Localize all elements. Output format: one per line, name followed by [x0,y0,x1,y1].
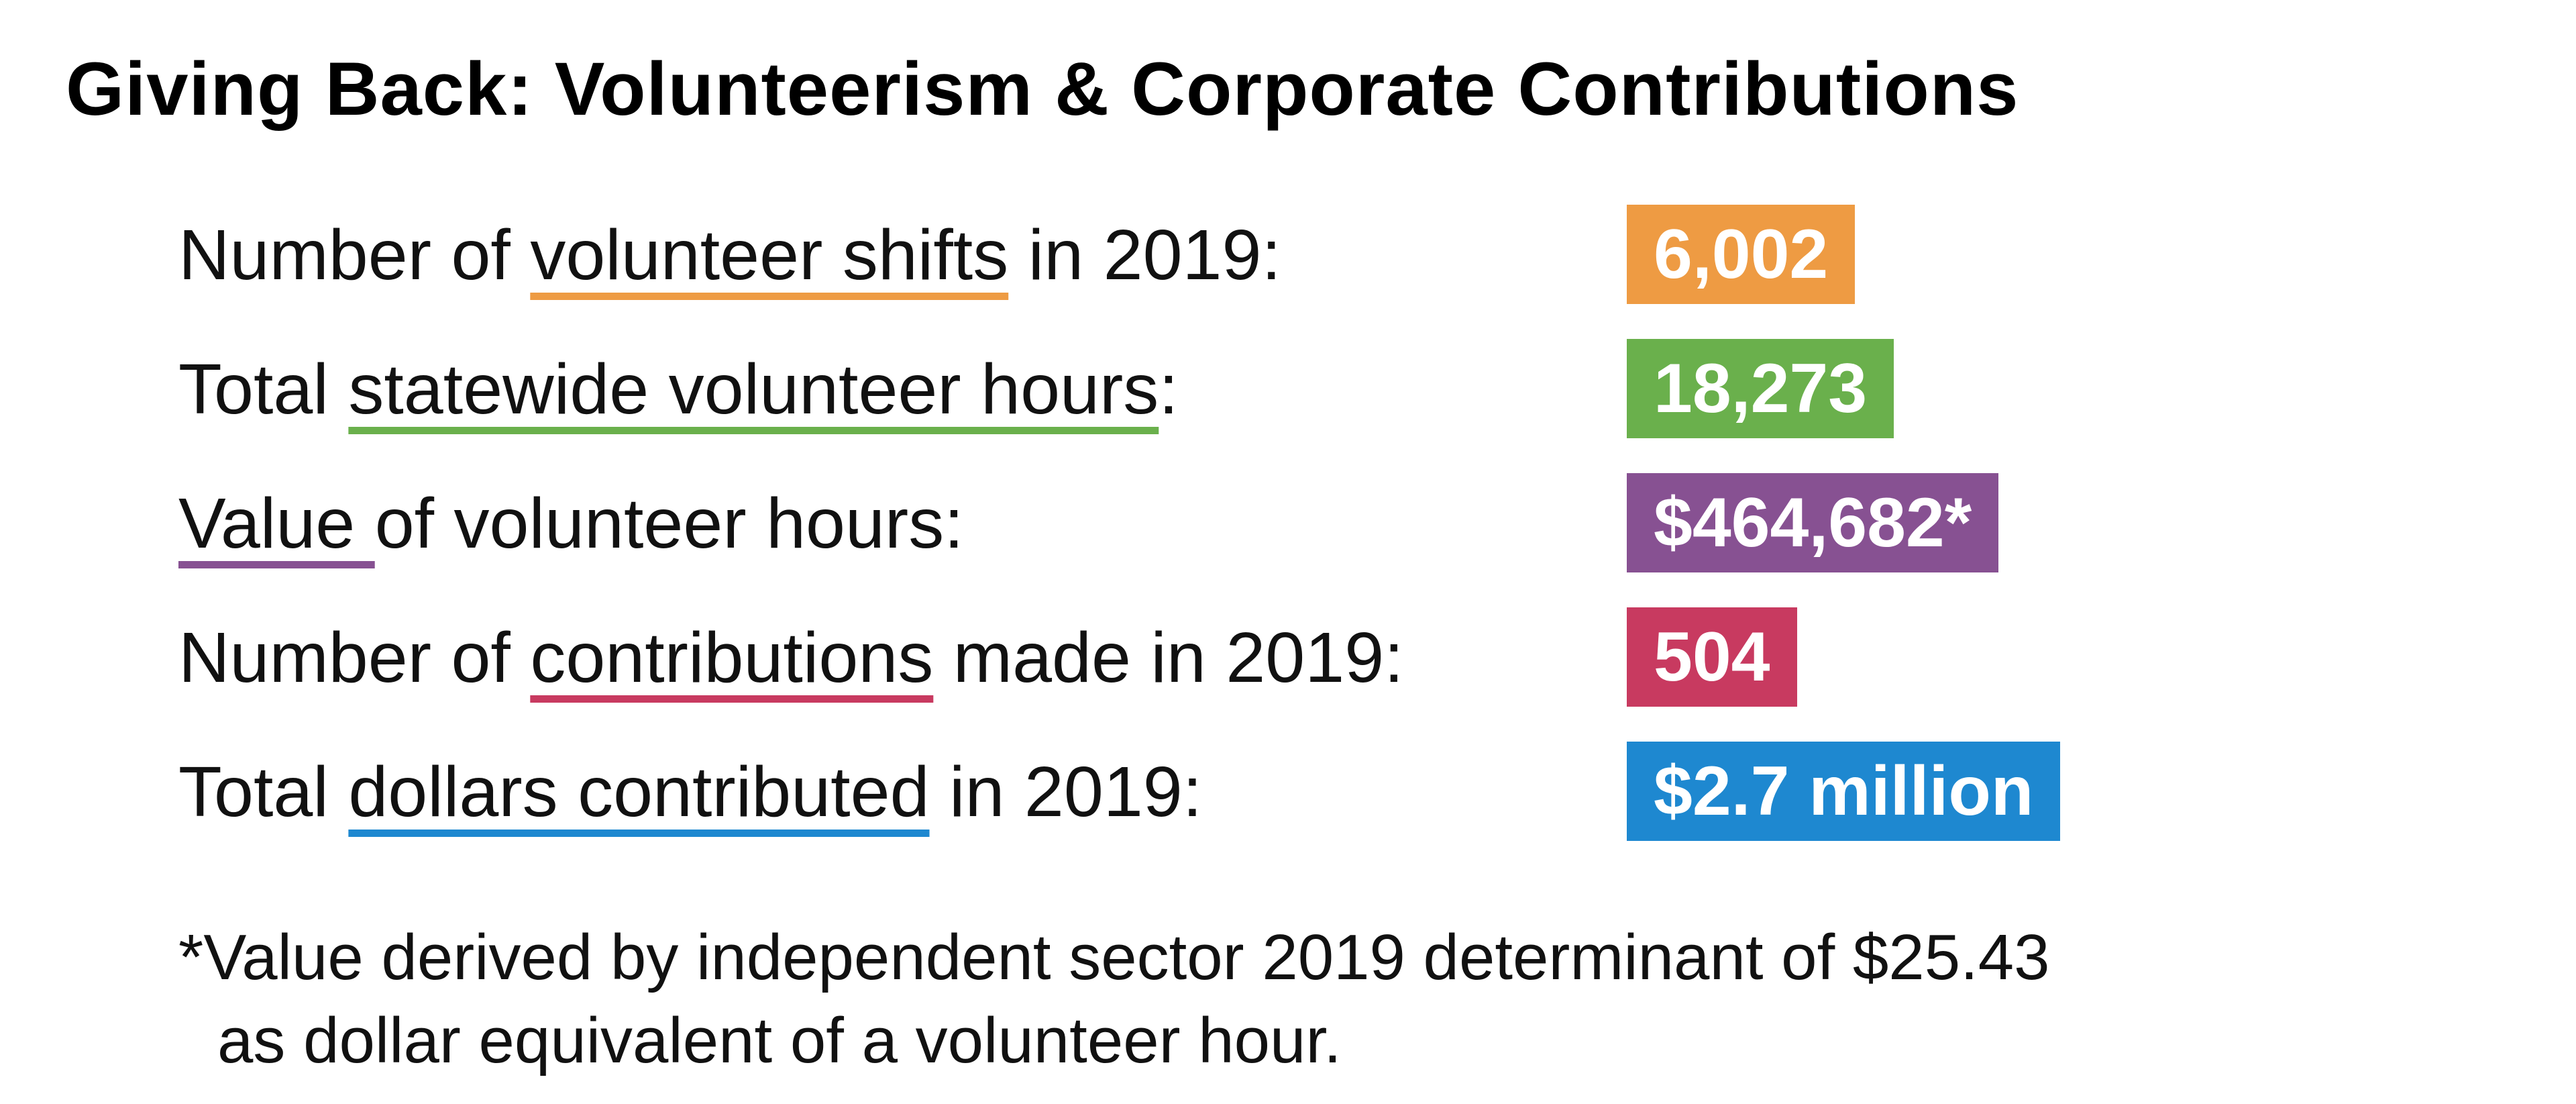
stat-label-prefix: Total [178,350,349,429]
stat-label-suffix: in 2019: [929,752,1203,832]
stat-value-badge: $464,682* [1627,473,1999,572]
stat-value-badge: 6,002 [1627,205,1856,304]
stat-value-badge: 504 [1627,607,1797,707]
stat-label-highlight: dollars contributed [348,752,930,832]
stat-label-suffix: of volunteer hours: [374,484,964,563]
stat-label-highlight: statewide volunteer hours [348,350,1159,429]
stat-value-badge: 18,273 [1627,339,1894,438]
footnote-line-2: as dollar equivalent of a volunteer hour… [217,1005,1342,1076]
stat-row-volunteer-hours: Total statewide volunteer hours: 18,273 [0,339,2576,440]
stat-label: Total statewide volunteer hours: [178,339,1179,440]
stat-row-hours-value: Value of volunteer hours: $464,682* [0,473,2576,574]
stat-label: Number of contributions made in 2019: [178,607,1404,708]
stat-label: Number of volunteer shifts in 2019: [178,205,1281,305]
stat-label-highlight: contributions [530,618,934,697]
footnote-line-1: *Value derived by independent sector 201… [178,921,2050,993]
stat-row-volunteer-shifts: Number of volunteer shifts in 2019: 6,00… [0,205,2576,305]
stat-row-dollars-contributed: Total dollars contributed in 2019: $2.7 … [0,742,2576,842]
stat-label-suffix: made in 2019: [933,618,1404,697]
stat-label: Value of volunteer hours: [178,473,964,574]
stat-label-highlight: volunteer shifts [530,215,1009,295]
stat-label-prefix: Total [178,752,349,832]
stat-value-badge: $2.7 million [1627,742,2061,841]
stat-row-contributions: Number of contributions made in 2019: 50… [0,607,2576,708]
stat-label-highlight: Value [178,484,375,563]
page-title: Giving Back: Volunteerism & Corporate Co… [66,47,2019,131]
stat-label: Total dollars contributed in 2019: [178,742,1202,842]
stat-label-suffix: : [1159,350,1179,429]
stat-label-suffix: in 2019: [1008,215,1281,295]
footnote: *Value derived by independent sector 201… [178,916,2050,1083]
stat-label-prefix: Number of [178,215,531,295]
stat-label-prefix: Number of [178,618,531,697]
